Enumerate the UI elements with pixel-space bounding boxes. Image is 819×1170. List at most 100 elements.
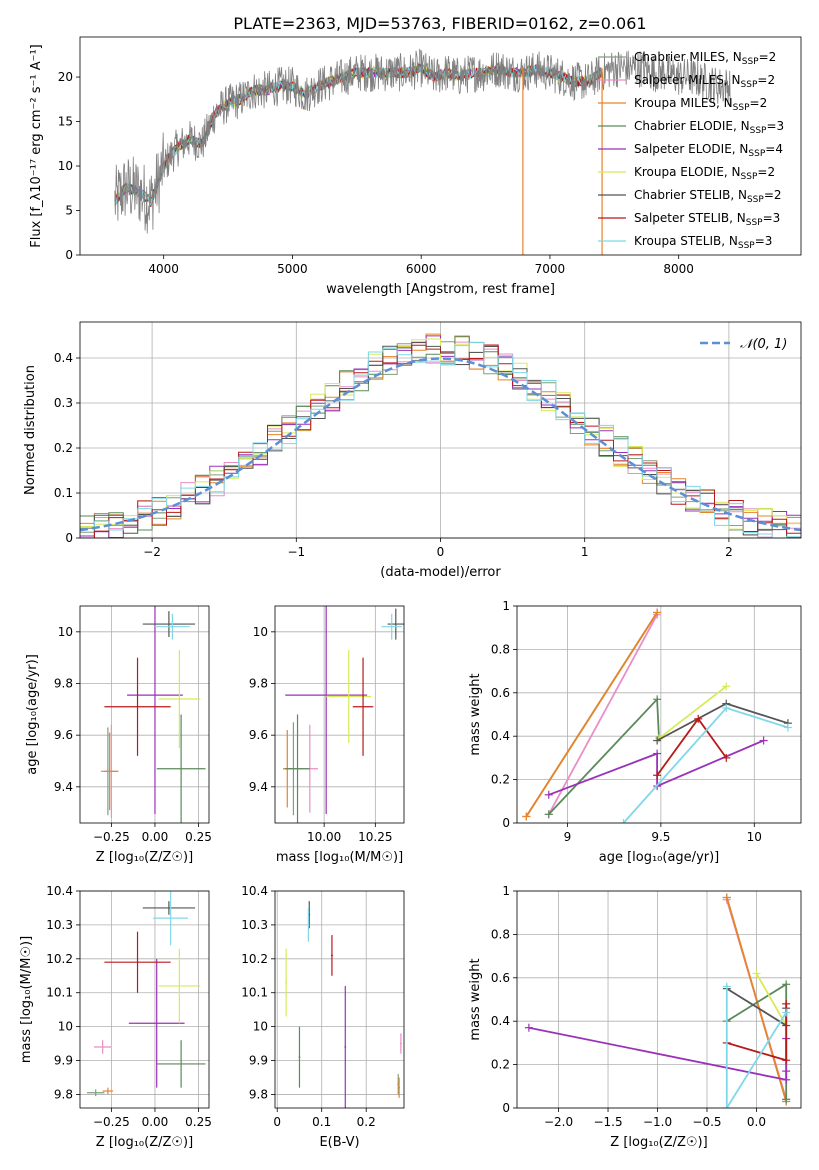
error-cross — [307, 907, 310, 942]
plot-area — [114, 48, 731, 255]
plus-marker — [782, 1095, 791, 1104]
panel-mass_weight_vs_age: 9 9.5 10 0 0.2 0.4 0.6 0.8 1 age [log₁₀(age/yr)] m… — [468, 599, 802, 865]
plus-marker — [722, 982, 731, 991]
error-cross — [156, 714, 206, 823]
y-tick-label: 10 — [253, 1020, 268, 1034]
y-tick-label: 1 — [502, 599, 510, 613]
x-tick-label: 0.1 — [312, 1115, 331, 1129]
x-axis-label: Z [log₁₀(Z/Z☉)] — [96, 850, 193, 865]
x-tick-label: −2.0 — [544, 1115, 573, 1129]
x-tick-label: −1.0 — [643, 1115, 672, 1129]
plus-marker — [544, 810, 553, 819]
histogram-legend: 𝒩(0, 1) — [700, 337, 787, 352]
y-tick-label: 9.4 — [249, 780, 268, 794]
mass-weight-line — [525, 612, 658, 817]
plus-marker — [722, 893, 731, 902]
x-tick-label: 0.25 — [185, 1115, 212, 1129]
gridlines — [275, 890, 404, 1108]
x-tick-label: −0.25 — [93, 1115, 130, 1129]
y-axis-label: age [log₁₀(age/yr)] — [25, 654, 40, 775]
x-tick-label: 0.25 — [185, 830, 212, 844]
x-tick-label: 7000 — [535, 262, 566, 276]
axes-frame — [516, 890, 802, 1109]
plus-marker — [782, 1067, 791, 1076]
x-tick-label: 5000 — [277, 262, 308, 276]
plot-area — [86, 891, 206, 1097]
y-tick-label: 10.3 — [46, 918, 73, 932]
plus-marker — [722, 703, 731, 712]
y-tick-label: 0.1 — [54, 486, 73, 500]
mass-weight-line — [658, 685, 727, 740]
x-axis-label: age [log₁₀(age/yr)] — [599, 850, 720, 865]
residual-histogram-step — [80, 344, 801, 538]
y-tick-label: 10 — [58, 1020, 73, 1034]
y-tick-label: 0.3 — [54, 396, 73, 410]
mass-weight-line — [548, 739, 764, 796]
plus-marker — [782, 1008, 791, 1017]
error-cross — [158, 649, 201, 749]
plot-area — [522, 608, 792, 823]
y-tick-label: 10.1 — [46, 986, 73, 1000]
y-tick-label: 9.6 — [54, 728, 73, 742]
y-tick-label: 9.8 — [249, 1087, 268, 1101]
plot-area — [285, 901, 402, 1108]
y-tick-label: 0 — [502, 816, 510, 830]
plot-area — [100, 606, 206, 823]
legend-label: Chabrier MILES, NSSP=2 — [634, 50, 776, 67]
x-tick-label: −1.5 — [593, 1115, 622, 1129]
legend-label: Kroupa ELODIE, NSSP=2 — [634, 165, 775, 182]
mass-weight-line — [548, 614, 658, 815]
y-tick-label: 0.8 — [491, 927, 510, 941]
error-cross — [104, 931, 171, 993]
plus-marker — [524, 1023, 533, 1032]
y-tick-label: 0.8 — [491, 642, 510, 656]
legend-label: Chabrier ELODIE, NSSP=3 — [634, 119, 784, 136]
axes-frame — [79, 890, 210, 1109]
panel-residual_histogram: −2 −1 0 1 2 0 0.1 0.2 0.3 0.4 (data-model)/error No… — [23, 321, 802, 580]
error-cross — [387, 608, 404, 640]
plot-area — [283, 606, 404, 823]
error-cross — [331, 935, 333, 976]
y-tick-label: 0.2 — [491, 1058, 510, 1072]
x-tick-label: 10.25 — [358, 830, 392, 844]
y-tick-label: 9.8 — [54, 677, 73, 691]
error-cross — [128, 958, 185, 1088]
mass-weight-line — [725, 986, 787, 1108]
plus-marker — [783, 723, 792, 732]
x-tick-label: 9 — [564, 830, 572, 844]
x-tick-label: 8000 — [663, 262, 694, 276]
x-axis-label: E(B-V) — [319, 1135, 359, 1150]
plus-marker — [619, 819, 628, 823]
x-tick-label: 0 — [273, 1115, 281, 1129]
figure-title: PLATE=2363, MJD=53763, FIBERID=0162, z=0… — [233, 14, 646, 33]
x-axis-label: (data-model)/error — [380, 565, 501, 580]
y-tick-label: 15 — [58, 115, 73, 129]
plus-marker — [544, 790, 553, 799]
y-tick-label: 0.4 — [491, 729, 510, 743]
x-tick-label: 2 — [725, 545, 733, 559]
x-tick-label: 0.00 — [142, 1115, 169, 1129]
x-tick-label: 0.00 — [142, 830, 169, 844]
y-tick-label: 0.4 — [491, 1014, 510, 1028]
x-tick-label: −2 — [143, 545, 161, 559]
axes-frame — [274, 890, 405, 1109]
panel-age_vs_Z: −0.25 0.00 0.25 9.4 9.6 9.8 10 Z [log₁₀(Z/Z☉)] a… — [25, 605, 212, 865]
gridlines — [517, 890, 801, 1109]
error-cross — [142, 611, 196, 637]
x-axis-label: wavelength [Angstrom, rest frame] — [326, 282, 555, 297]
y-tick-label: 10.4 — [241, 884, 268, 898]
axes-frame — [274, 605, 405, 824]
x-tick-label: 4000 — [148, 262, 179, 276]
panel-mass_vs_Z: −0.25 0.00 0.25 9.8 9.9 10 10.1 10.2 10.3 10.4 Z [… — [19, 884, 212, 1150]
error-cross — [352, 657, 374, 756]
error-cross — [285, 714, 310, 823]
y-tick-label: 0 — [502, 1101, 510, 1115]
plus-marker — [782, 1056, 791, 1065]
axes-frame — [79, 36, 802, 256]
panel-spectrum: 4000 5000 6000 7000 8000 0 5 10 15 20 wavelength [… — [29, 36, 802, 297]
panel-mass_vs_ebv: 0 0.1 0.2 9.8 9.9 10 10.1 10.2 10.3 10.4 E(B-V) — [241, 884, 405, 1150]
plus-marker — [759, 736, 768, 745]
error-cross — [142, 901, 196, 915]
plus-marker — [522, 812, 531, 821]
plus-marker — [782, 1075, 791, 1084]
